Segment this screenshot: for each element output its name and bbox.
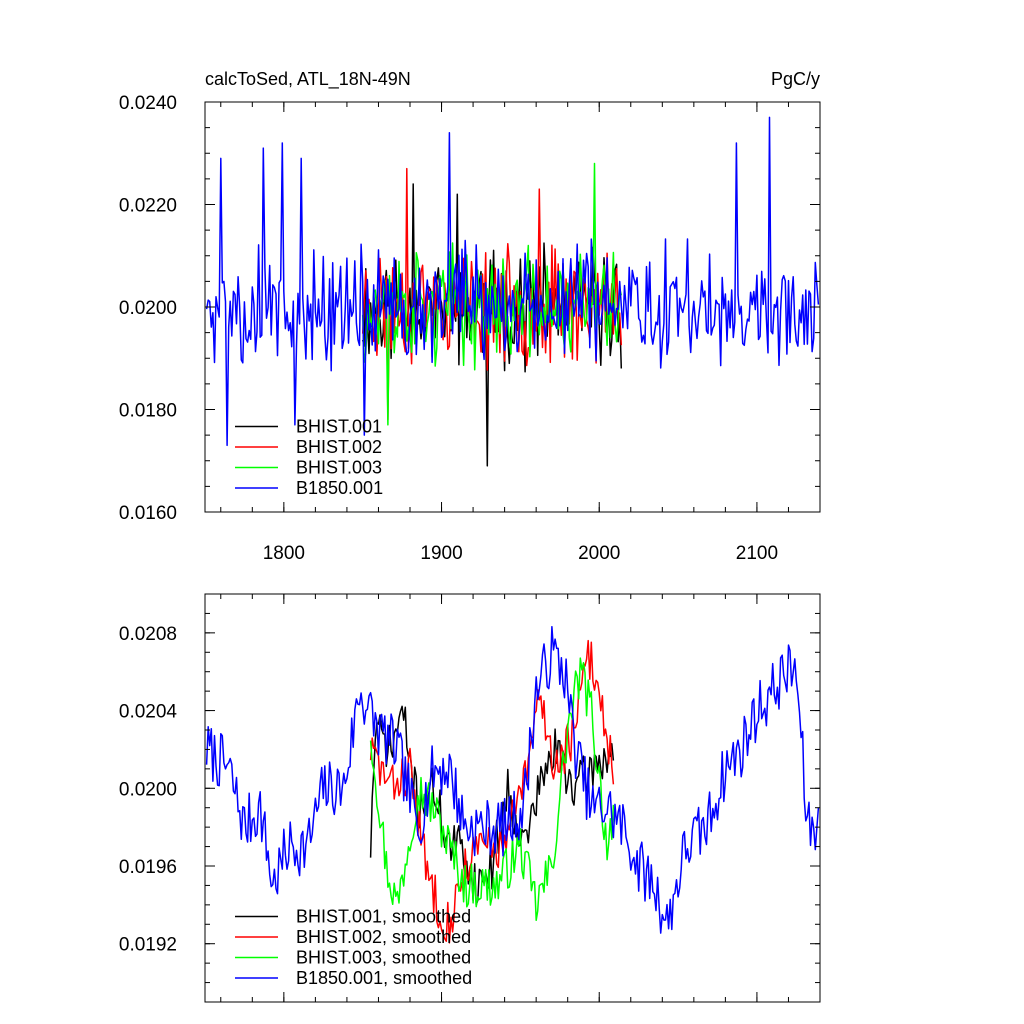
- series-line-b1850-001: [205, 625, 820, 934]
- y-tick-label: 0.0200: [119, 779, 177, 800]
- legend-label: BHIST.003, smoothed: [296, 948, 471, 968]
- legend-label: BHIST.002, smoothed: [296, 927, 471, 947]
- x-tick-label: 1800: [263, 543, 305, 564]
- bottom-panel: 0.0192 0.0196 0.0200 0.0204 0.0208 BHIST.001,…: [119, 593, 821, 1003]
- x-tick-label: 1900: [420, 543, 462, 564]
- chart-unit-label: PgC/y: [771, 69, 820, 89]
- legend-label: BHIST.001, smoothed: [296, 907, 471, 927]
- y-tick-label: 0.0160: [119, 503, 177, 524]
- series-line-b1850-001: [205, 116, 820, 447]
- x-tick-label: 2100: [736, 543, 778, 564]
- legend-label: BHIST.001: [296, 417, 382, 437]
- y-tick-label: 0.0220: [119, 196, 177, 217]
- y-tick-label: 0.0240: [119, 93, 177, 114]
- y-tick-label: 0.0208: [119, 624, 177, 645]
- legend-label: B1850.001: [296, 478, 383, 498]
- y-tick-label: 0.0204: [119, 702, 178, 723]
- y-tick-label: 0.0196: [119, 857, 177, 878]
- legend-label: B1850.001, smoothed: [296, 968, 472, 988]
- chart-title-left: calcToSed, ATL_18N-49N: [205, 69, 411, 90]
- plot-frame: [204, 593, 821, 1003]
- legend-label: BHIST.002: [296, 437, 382, 457]
- legend-label: BHIST.003: [296, 458, 382, 478]
- top-panel: 0.0160 0.0180 0.0200 0.0220 0.0240 1800 1900 20…: [119, 93, 821, 564]
- x-tick-label: 2000: [578, 543, 620, 564]
- y-tick-label: 0.0200: [119, 298, 177, 319]
- y-tick-label: 0.0180: [119, 401, 177, 422]
- series-line-bhist-001: [369, 705, 615, 906]
- y-tick-label: 0.0192: [119, 935, 177, 956]
